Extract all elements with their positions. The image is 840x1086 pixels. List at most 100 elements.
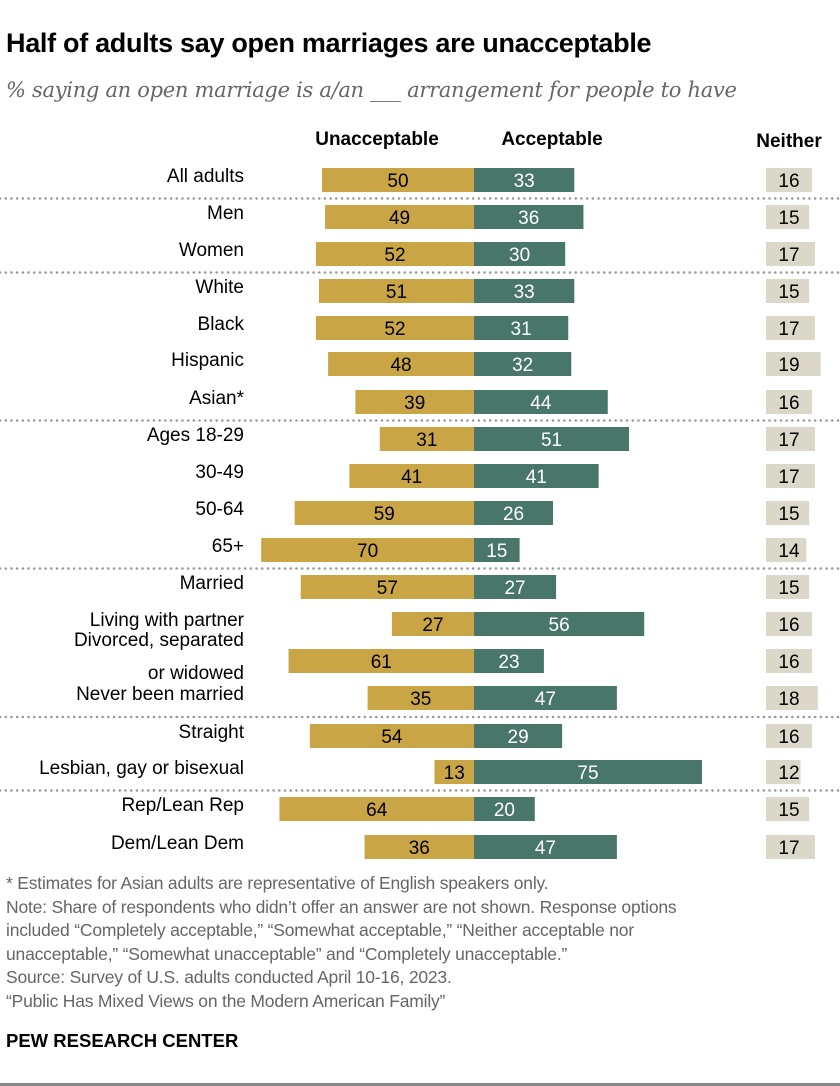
box-neither: [766, 649, 813, 673]
value-label-neither: 16: [778, 727, 799, 748]
value-label-neither: 18: [778, 689, 799, 710]
bar-acceptable: [474, 205, 584, 229]
category-label: Never been married: [76, 684, 244, 705]
value-label-unacceptable: 39: [404, 393, 425, 414]
bar-unacceptable: [288, 649, 474, 673]
category-label: White: [195, 277, 244, 298]
bar-unacceptable: [434, 760, 474, 784]
column-header-neither: Neither: [756, 131, 822, 152]
source: Source: Survey of U.S. adults conducted …: [6, 967, 452, 987]
note-line: included “Completely acceptable,” “Somew…: [6, 920, 634, 940]
value-label-unacceptable: 27: [422, 615, 443, 636]
column-header-acceptable: Acceptable: [501, 129, 602, 150]
value-label-neither: 15: [778, 504, 799, 525]
value-label-acceptable: 26: [503, 504, 524, 525]
value-label-unacceptable: 49: [389, 208, 410, 229]
value-label-acceptable: 33: [514, 171, 535, 192]
category-label: 50-64: [195, 499, 244, 520]
box-neither: [766, 427, 815, 451]
value-label-unacceptable: 51: [386, 282, 407, 303]
category-label: 30-49: [195, 462, 244, 483]
value-label-unacceptable: 54: [381, 727, 403, 748]
value-label-neither: 15: [778, 578, 799, 599]
bar-acceptable: [474, 575, 557, 599]
value-label-acceptable: 31: [511, 319, 532, 340]
bar-acceptable: [474, 427, 630, 451]
column-header-unacceptable: Unacceptable: [315, 129, 439, 150]
value-label-neither: 16: [778, 615, 799, 636]
bar-acceptable: [474, 612, 645, 636]
value-label-acceptable: 56: [549, 615, 570, 636]
value-label-neither: 16: [778, 171, 799, 192]
value-label-unacceptable: 57: [377, 578, 398, 599]
bar-unacceptable: [328, 352, 474, 376]
category-label: Lesbian, gay or bisexual: [39, 758, 244, 779]
value-label-neither: 16: [778, 393, 799, 414]
bar-unacceptable: [318, 279, 474, 303]
value-label-unacceptable: 59: [374, 504, 395, 525]
value-label-acceptable: 36: [518, 208, 539, 229]
bar-unacceptable: [355, 390, 474, 414]
bar-acceptable: [474, 724, 563, 748]
bar-acceptable: [474, 316, 569, 340]
bar-unacceptable: [300, 575, 474, 599]
bar-acceptable: [474, 352, 572, 376]
value-label-acceptable: 47: [535, 838, 556, 859]
chart-subtitle: % saying an open marriage is a/an ___ ar…: [6, 78, 737, 102]
value-label-unacceptable: 36: [409, 838, 430, 859]
value-label-acceptable: 29: [508, 727, 529, 748]
box-neither: [766, 390, 813, 414]
bar-unacceptable: [315, 316, 474, 340]
bar-acceptable: [474, 686, 617, 710]
bar-acceptable: [474, 242, 566, 266]
bar-unacceptable: [279, 797, 474, 821]
box-neither: [766, 686, 818, 710]
value-label-unacceptable: 41: [401, 467, 422, 488]
brand-logo-text: PEW RESEARCH CENTER: [6, 1030, 239, 1051]
bar-unacceptable: [315, 242, 474, 266]
value-label-acceptable: 32: [512, 355, 533, 376]
value-label-unacceptable: 61: [371, 652, 392, 673]
bar-unacceptable: [261, 538, 474, 562]
box-neither: [766, 352, 821, 376]
bar-acceptable: [474, 279, 575, 303]
bar-acceptable: [474, 649, 544, 673]
bar-unacceptable: [379, 427, 474, 451]
box-neither: [766, 797, 810, 821]
category-label: Women: [179, 240, 244, 261]
value-label-acceptable: 41: [526, 467, 547, 488]
category-label: Rep/Lean Rep: [121, 795, 244, 816]
value-label-acceptable: 51: [541, 430, 562, 451]
asterisk-note: * Estimates for Asian adults are represe…: [6, 873, 549, 893]
value-label-acceptable: 75: [577, 763, 598, 784]
value-label-unacceptable: 35: [410, 689, 431, 710]
value-label-neither: 12: [778, 763, 799, 784]
bar-acceptable: [474, 835, 617, 859]
value-label-acceptable: 23: [498, 652, 519, 673]
value-label-neither: 17: [778, 319, 799, 340]
value-label-unacceptable: 52: [384, 245, 405, 266]
category-label: Living with partner: [90, 610, 245, 631]
chart-title: Half of adults say open marriages are un…: [6, 28, 652, 58]
category-label: Straight: [179, 722, 245, 743]
value-label-unacceptable: 64: [366, 800, 388, 821]
value-label-acceptable: 47: [535, 689, 556, 710]
value-label-neither: 15: [778, 282, 799, 303]
value-label-neither: 15: [778, 800, 799, 821]
value-label-neither: 19: [778, 355, 799, 376]
value-label-acceptable: 27: [504, 578, 525, 599]
box-neither: [766, 464, 815, 488]
value-label-neither: 17: [778, 430, 799, 451]
box-neither: [766, 538, 807, 562]
box-neither: [766, 501, 810, 525]
note-line: Note: Share of respondents who didn’t of…: [6, 896, 677, 917]
category-label: Dem/Lean Dem: [111, 833, 244, 854]
value-label-acceptable: 20: [494, 800, 515, 821]
value-label-unacceptable: 52: [384, 319, 405, 340]
bar-acceptable: [474, 390, 608, 414]
box-neither: [766, 575, 810, 599]
value-label-acceptable: 30: [509, 245, 530, 266]
box-neither: [766, 835, 815, 859]
value-label-unacceptable: 70: [357, 541, 378, 562]
bar-unacceptable: [364, 835, 474, 859]
